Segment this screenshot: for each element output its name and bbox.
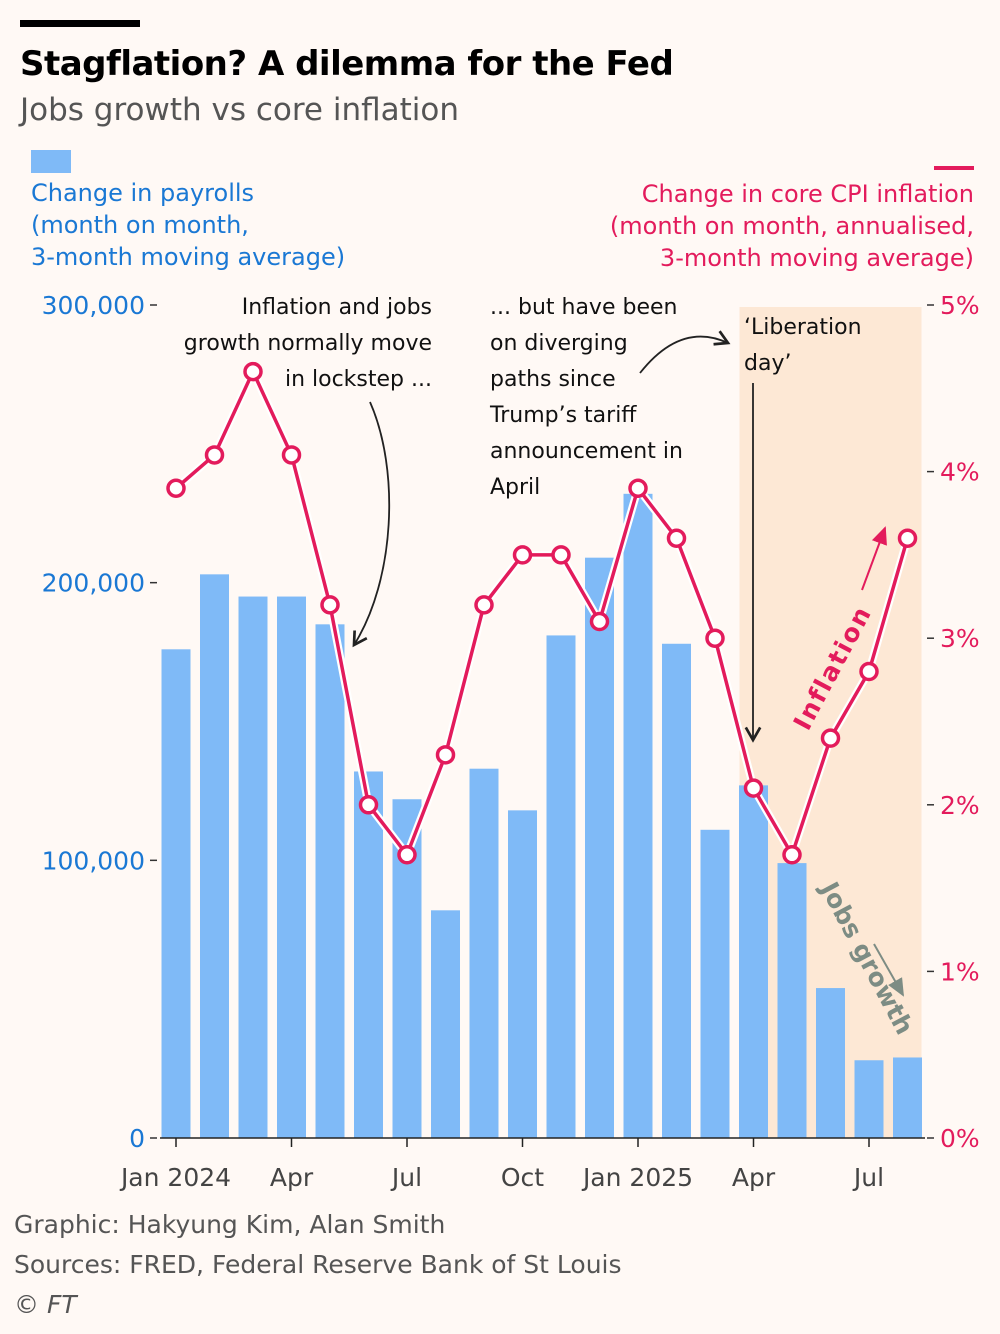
point-core-cpi-3 xyxy=(281,445,302,465)
footer-copyright: © FT xyxy=(14,1290,77,1319)
footer-sources: Sources: FRED, Federal Reserve Bank of S… xyxy=(14,1250,622,1279)
bar-payrolls-12 xyxy=(623,493,653,1138)
legend-bar-swatch xyxy=(31,150,71,173)
line-core-cpi xyxy=(174,369,910,857)
jobs-down-arrow xyxy=(873,943,904,997)
bar-payrolls-1 xyxy=(200,574,229,1138)
left-axis-tick-label: 0 xyxy=(129,1124,145,1153)
legend-text: (month on month, annualised, xyxy=(609,212,974,240)
right-axis-tick-label: 3% xyxy=(940,624,980,653)
legend-text: Change in core CPI inflation xyxy=(641,180,974,208)
point-core-cpi-17 xyxy=(820,728,841,748)
point-core-cpi-5 xyxy=(358,795,379,815)
bar-payrolls-15 xyxy=(739,785,768,1138)
x-axis-tick-label: Oct xyxy=(501,1163,544,1192)
bar-payrolls-11 xyxy=(585,557,614,1138)
bar-payrolls-16 xyxy=(777,863,807,1138)
bar-payrolls-18 xyxy=(854,1060,884,1138)
point-core-cpi-1 xyxy=(204,445,225,465)
bar-payrolls-7 xyxy=(431,910,460,1138)
bar-payrolls-0 xyxy=(161,649,191,1138)
annotation-diverging-6: April xyxy=(490,475,540,500)
point-core-cpi-7 xyxy=(435,745,456,765)
bar-payrolls-3 xyxy=(277,596,306,1138)
point-core-cpi-13 xyxy=(666,528,687,548)
legend-line-swatch xyxy=(934,166,974,170)
diverging-arrow xyxy=(639,330,731,374)
annotation-liberation-2: day’ xyxy=(744,351,791,376)
bar-payrolls-14 xyxy=(700,829,730,1138)
point-core-cpi-6 xyxy=(397,845,417,865)
left-axis-tick-label: 300,000 xyxy=(42,291,145,320)
annotation-diverging-5: announcement in xyxy=(490,439,683,464)
right-axis-tick-label: 1% xyxy=(940,957,980,986)
point-core-cpi-10 xyxy=(551,545,571,565)
bar-payrolls-4 xyxy=(315,624,345,1138)
bar-payrolls-2 xyxy=(238,596,268,1138)
point-core-cpi-15 xyxy=(743,778,764,798)
right-axis-tick-label: 5% xyxy=(940,291,980,320)
bar-payrolls-8 xyxy=(469,768,499,1138)
point-core-cpi-0 xyxy=(166,478,186,499)
legend-payrolls: Change in payrolls (month on month, 3-mo… xyxy=(31,150,345,273)
bar-payrolls-10 xyxy=(546,635,576,1138)
annotation-lockstep-3: in lockstep ... xyxy=(285,367,432,392)
x-axis-tick-label: Apr xyxy=(732,1163,776,1192)
point-core-cpi-16 xyxy=(782,845,802,865)
bar-payrolls-9 xyxy=(508,810,537,1138)
point-core-cpi-9 xyxy=(512,545,533,565)
annotation-diverging-4: Trump’s tariff xyxy=(489,403,637,428)
annotation-diverging-3: paths since xyxy=(490,367,616,392)
x-axis-tick-label: Jan 2024 xyxy=(119,1163,231,1192)
point-core-cpi-14 xyxy=(705,628,725,648)
inflation-up-arrow xyxy=(861,526,887,591)
legend-core-cpi: Change in core CPI inflation (month on m… xyxy=(610,166,974,274)
annotation-lockstep-2: growth normally move xyxy=(184,331,432,356)
bar-payrolls-13 xyxy=(662,643,691,1138)
point-core-cpi-8 xyxy=(474,595,494,615)
right-axis-tick-label: 0% xyxy=(940,1124,980,1153)
left-axis-tick-label: 200,000 xyxy=(42,569,145,598)
chart-subtitle: Jobs growth vs core inflation xyxy=(20,92,460,128)
right-axis-tick-label: 2% xyxy=(940,791,980,820)
annotation-diverging-2: on diverging xyxy=(490,331,628,356)
bar-payrolls-19 xyxy=(893,1057,922,1138)
right-axis-tick-label: 4% xyxy=(940,458,980,487)
annotation-diverging-1: ... but have been xyxy=(490,295,677,320)
legend-text: Change in payrolls xyxy=(31,179,255,207)
x-axis-tick-label: Jul xyxy=(390,1163,422,1192)
point-core-cpi-18 xyxy=(859,661,879,682)
legend-text: 3-month moving average) xyxy=(31,243,346,271)
annotation-liberation-1: ‘Liberation xyxy=(744,315,862,340)
bar-payrolls-17 xyxy=(816,988,845,1138)
ft-top-bar xyxy=(20,20,140,27)
annotation-lockstep-1: Inflation and jobs xyxy=(242,295,432,320)
chart-title: Stagflation? A dilemma for the Fed xyxy=(20,44,674,84)
point-core-cpi-4 xyxy=(320,595,340,615)
x-axis-tick-label: Jul xyxy=(852,1163,884,1192)
legend-text: (month on month, xyxy=(31,211,249,239)
bar-payrolls-5 xyxy=(354,771,383,1138)
point-core-cpi-12 xyxy=(628,478,648,499)
footer-credit: Graphic: Hakyung Kim, Alan Smith xyxy=(14,1210,446,1239)
legend-text: 3-month moving average) xyxy=(659,244,974,272)
lockstep-arrow xyxy=(352,401,391,648)
point-core-cpi-19 xyxy=(897,528,918,548)
point-core-cpi-2 xyxy=(243,361,263,382)
point-core-cpi-11 xyxy=(589,611,610,632)
left-axis-tick-label: 100,000 xyxy=(42,846,145,875)
x-axis-tick-label: Apr xyxy=(270,1163,314,1192)
x-axis-tick-label: Jan 2025 xyxy=(581,1163,693,1192)
